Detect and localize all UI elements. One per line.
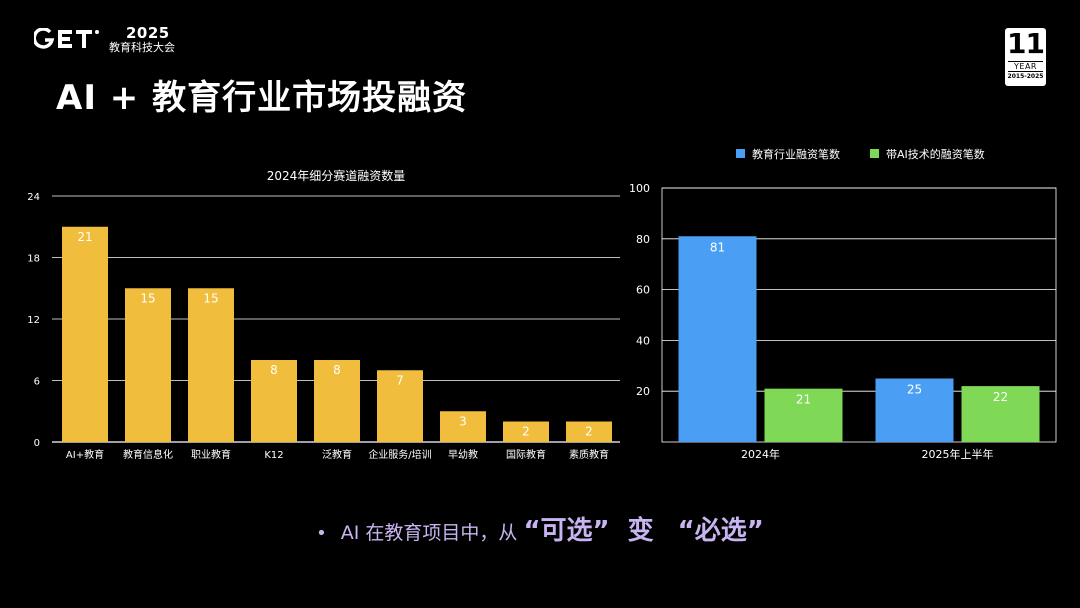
data-label: 81 — [710, 240, 725, 254]
badge-year-range: 2015-2025 — [1007, 73, 1044, 80]
x-tick-label: 企业服务/培训 — [368, 448, 431, 461]
bar — [566, 421, 612, 442]
x-tick-label: 早幼教 — [448, 448, 478, 461]
y-tick-label: 60 — [636, 284, 650, 297]
data-label: 8 — [270, 363, 278, 377]
segment-funding-chart: 2024年细分赛道融资数量 0 6 12 18 24 21 AI+教育 15 教育信息化 15 职业教… — [27, 168, 620, 461]
data-label: 25 — [907, 383, 922, 397]
bar — [125, 288, 171, 442]
get-conference-logo: 2025 教育科技大会 — [34, 26, 194, 54]
anniversary-badge: 11 YEAR 2015-2025 — [1005, 28, 1046, 86]
data-label: 22 — [993, 390, 1008, 404]
x-tick-label: 素质教育 — [569, 448, 609, 461]
funding-comparison-chart: 教育行业融资笔数 带AI技术的融资笔数 20 40 60 80 100 81 21 2024年 25… — [629, 147, 1057, 461]
y-tick-label: 0 — [34, 438, 40, 449]
x-tick-label: 2025年上半年 — [922, 447, 994, 461]
logo-year: 2025 — [126, 24, 170, 42]
bar — [875, 378, 954, 442]
data-label: 15 — [140, 291, 155, 305]
data-label: 7 — [396, 373, 404, 387]
y-tick-label: 6 — [34, 377, 40, 388]
data-label: 21 — [77, 230, 92, 244]
badge-word: YEAR — [1008, 61, 1043, 72]
x-tick-label: 职业教育 — [191, 448, 231, 461]
bar — [188, 288, 234, 442]
bullet-icon: • — [316, 523, 327, 544]
note-term-required: “必选” — [677, 516, 764, 546]
legend-label: 带AI技术的融资笔数 — [886, 147, 985, 161]
y-tick-label: 80 — [636, 233, 650, 246]
x-tick-label: 国际教育 — [506, 448, 546, 461]
bar — [314, 360, 360, 442]
bar — [503, 421, 549, 442]
logo-subtitle: 教育科技大会 — [109, 41, 175, 54]
bar — [251, 360, 297, 442]
x-tick-label: 教育信息化 — [123, 448, 173, 461]
y-tick-label: 24 — [27, 192, 40, 203]
data-label: 8 — [333, 363, 341, 377]
badge-number: 11 — [1007, 27, 1045, 60]
x-tick-label: 2024年 — [741, 447, 780, 461]
bar — [764, 388, 843, 442]
bottom-note: • AI 在教育项目中，从 “可选” 变 “必选” — [0, 513, 1080, 552]
bar — [377, 370, 423, 442]
legend-swatch — [736, 149, 745, 158]
x-tick-label: 泛教育 — [322, 448, 352, 461]
data-label: 2 — [522, 425, 530, 439]
bar — [678, 236, 757, 442]
data-label: 3 — [459, 414, 467, 428]
bar — [440, 411, 486, 442]
y-tick-label: 18 — [27, 254, 40, 265]
x-tick-label: K12 — [264, 450, 283, 461]
legend-label: 教育行业融资笔数 — [752, 147, 840, 161]
y-tick-label: 12 — [27, 315, 40, 326]
note-connector: 变 — [627, 516, 654, 546]
note-lead: AI 在教育项目中，从 — [340, 522, 518, 544]
legend-swatch — [870, 149, 879, 158]
bar — [961, 386, 1040, 442]
page-title: AI + 教育行业市场投融资 — [56, 78, 468, 118]
get-logo-icon — [34, 28, 99, 49]
y-tick-label: 20 — [636, 385, 650, 398]
data-label: 2 — [585, 425, 593, 439]
data-label: 21 — [796, 393, 811, 407]
bar — [62, 226, 108, 442]
x-tick-label: AI+教育 — [66, 448, 104, 461]
y-tick-label: 40 — [636, 334, 650, 347]
data-label: 15 — [203, 291, 218, 305]
chart-title: 2024年细分赛道融资数量 — [267, 168, 406, 183]
note-term-optional: “可选” — [523, 516, 610, 546]
y-tick-label: 100 — [629, 182, 650, 195]
